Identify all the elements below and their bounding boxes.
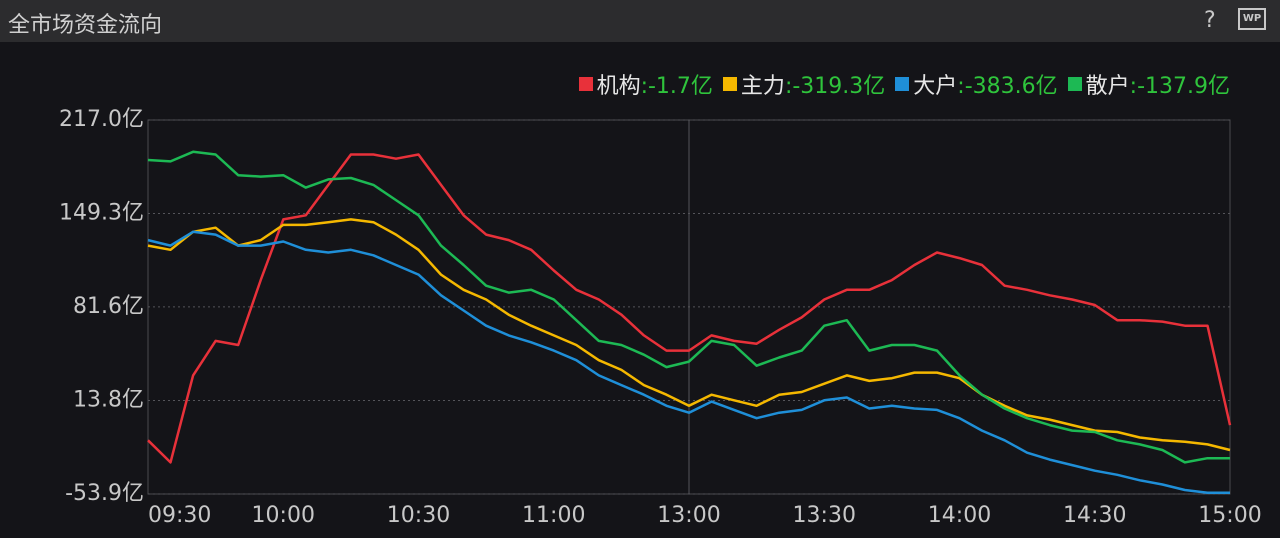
help-button[interactable]: ? (1204, 8, 1216, 33)
legend-value: :-1.7亿 (640, 74, 713, 99)
x-tick-label: 10:00 (252, 503, 315, 528)
legend-name: 散户 (1085, 74, 1130, 99)
panel-title: 全市场资金流向 (8, 13, 163, 38)
series-line (147, 230, 1230, 495)
x-tick-label: 14:00 (928, 503, 991, 528)
x-tick-label: 13:00 (657, 503, 720, 528)
legend-swatch (578, 77, 593, 91)
wp-button[interactable]: WP (1238, 8, 1266, 30)
legend: 机构:-1.7亿 主力:-319.3亿 大户:-383.6亿 散户:-137.9亿 (578, 68, 1230, 100)
x-tick-label: 11:00 (522, 503, 585, 528)
x-tick-label: 15:00 (1198, 503, 1261, 528)
legend-name: 主力 (740, 74, 785, 99)
legend-swatch (722, 77, 737, 91)
y-tick-label: 149.3亿 (59, 200, 144, 225)
legend-value: :-137.9亿 (1129, 74, 1230, 99)
series-line (147, 150, 1230, 464)
y-tick-label: -53.9亿 (65, 481, 144, 506)
legend-name: 大户 (913, 74, 958, 99)
series-line (147, 218, 1231, 452)
legend-swatch (895, 77, 910, 91)
y-tick-label: 13.8亿 (73, 388, 144, 413)
legend-swatch (1067, 77, 1082, 91)
legend-name: 机构 (596, 74, 641, 99)
y-tick-label: 81.6亿 (73, 294, 144, 319)
legend-value: :-319.3亿 (784, 74, 886, 99)
x-tick-label: 10:30 (387, 503, 450, 528)
legend-item: 机构:-1.7亿 (578, 68, 713, 100)
x-tick-label: 09:30 (148, 503, 211, 528)
legend-item: 大户:-383.6亿 (895, 68, 1058, 100)
y-tick-label: 217.0亿 (59, 107, 144, 132)
series-line (147, 153, 1232, 464)
legend-item: 散户:-137.9亿 (1067, 68, 1230, 100)
legend-item: 主力:-319.3亿 (722, 68, 886, 100)
title-bar: 全市场资金流向 ? WP (0, 0, 1280, 42)
legend-value: :-383.6亿 (957, 74, 1058, 99)
x-tick-label: 13:30 (793, 503, 856, 528)
x-tick-label: 14:30 (1063, 503, 1126, 528)
